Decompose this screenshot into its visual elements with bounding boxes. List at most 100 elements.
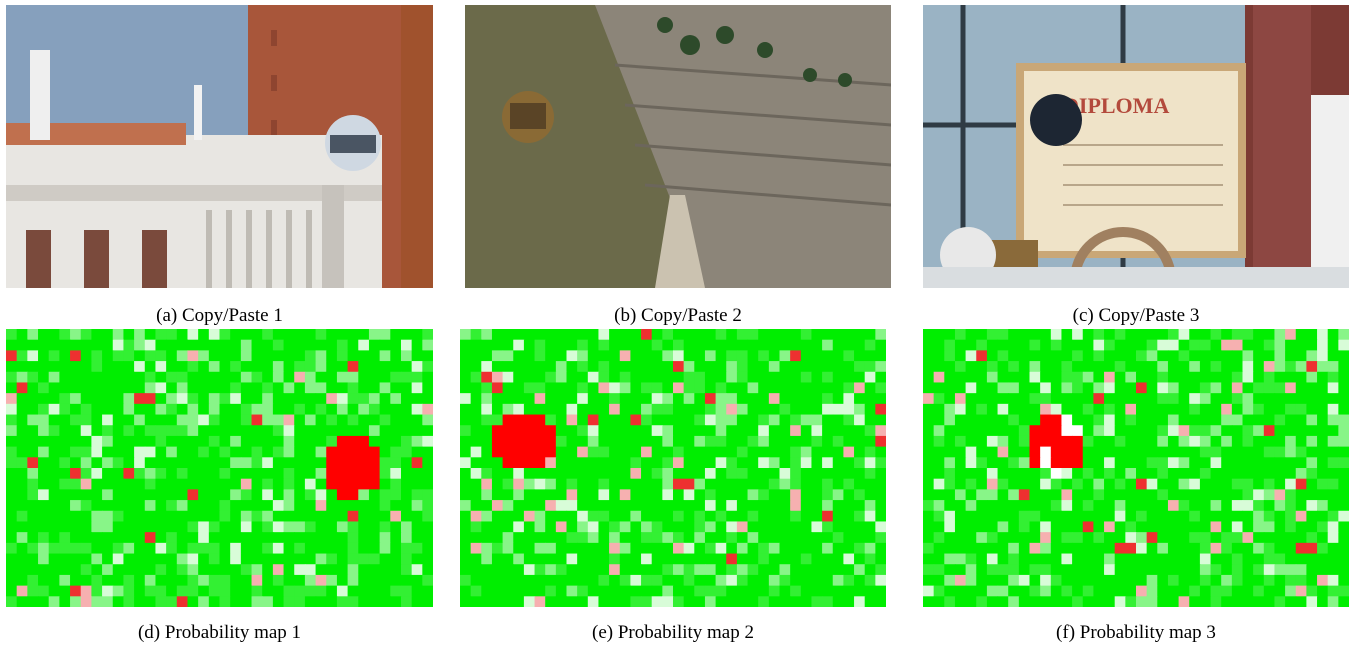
map-cell <box>358 532 370 544</box>
map-cell <box>166 393 178 405</box>
map-cell <box>48 339 60 351</box>
map-cell <box>262 521 274 533</box>
map-cell <box>1253 457 1265 469</box>
map-cell <box>1285 596 1297 607</box>
map-cell <box>1306 585 1318 597</box>
map-cell <box>1061 521 1073 533</box>
map-cell <box>1231 585 1244 597</box>
map-cell <box>91 510 103 523</box>
map-cell <box>27 329 39 341</box>
map-cell <box>768 403 781 416</box>
map-cell <box>1189 361 1201 373</box>
map-cell <box>954 596 967 607</box>
map-cell <box>651 329 663 341</box>
map-cell <box>347 425 359 437</box>
map-cell <box>555 435 568 448</box>
map-cell <box>566 510 578 523</box>
map-cell <box>112 489 125 501</box>
map-cell <box>155 446 167 458</box>
map-cell <box>1050 446 1063 458</box>
map-cell <box>230 393 242 405</box>
map-cell <box>326 371 338 384</box>
map-cell <box>144 574 157 587</box>
map-cell <box>102 329 114 341</box>
map-cell <box>1178 553 1190 565</box>
map-cell <box>986 521 999 533</box>
map-cell <box>694 339 706 351</box>
map-cell <box>1061 435 1073 448</box>
map-cell <box>272 585 285 597</box>
map-cell <box>1274 596 1286 607</box>
map-cell <box>80 425 93 437</box>
map-cell <box>198 585 210 597</box>
map-cell <box>481 350 493 362</box>
map-cell <box>619 532 631 544</box>
map-cell <box>790 371 802 384</box>
map-cell <box>470 553 482 565</box>
map-cell <box>1285 468 1297 480</box>
map-cell <box>726 457 738 469</box>
map-cell <box>219 446 231 458</box>
map-cell <box>923 596 935 607</box>
map-cell <box>1125 425 1137 437</box>
map-cell <box>1104 478 1116 490</box>
map-cell <box>577 532 589 544</box>
map-cell <box>1008 532 1020 544</box>
map-cell <box>822 510 834 523</box>
map-cell <box>1136 435 1148 448</box>
map-cell <box>326 564 338 576</box>
map-cell <box>779 435 791 448</box>
map-cell <box>843 553 855 565</box>
map-cell <box>390 435 402 448</box>
map-cell <box>176 489 189 501</box>
map-cell <box>134 574 146 587</box>
map-cell <box>48 403 60 416</box>
map-cell <box>800 468 813 480</box>
map-cell <box>6 414 18 426</box>
map-cell <box>102 532 114 544</box>
map-cell <box>134 329 146 341</box>
map-cell <box>619 596 631 607</box>
map-cell <box>80 361 93 373</box>
map-cell <box>294 446 306 458</box>
map-cell <box>662 574 674 587</box>
map-cell <box>1295 425 1307 437</box>
map-cell <box>1082 532 1094 544</box>
map-cell <box>545 542 557 555</box>
map-cell <box>1338 596 1349 607</box>
map-cell <box>944 382 956 394</box>
map-cell <box>923 446 935 458</box>
map-cell <box>1274 350 1286 362</box>
map-cell <box>726 564 738 576</box>
map-cell <box>144 425 157 437</box>
map-cell <box>1072 510 1084 523</box>
map-cell <box>673 510 685 523</box>
map-cell <box>758 553 770 565</box>
map-cell <box>230 435 242 448</box>
map-cell <box>1338 478 1349 490</box>
map-cell <box>997 361 1009 373</box>
map-cell <box>208 521 221 533</box>
map-cell <box>933 446 945 458</box>
map-cell <box>566 393 578 405</box>
map-cell <box>144 361 157 373</box>
map-cell <box>1104 382 1116 394</box>
map-cell <box>555 478 568 490</box>
map-cell <box>123 425 135 437</box>
map-cell <box>822 382 834 394</box>
map-cell <box>1306 468 1318 480</box>
map-cell <box>822 596 834 607</box>
map-cell <box>326 574 338 587</box>
map-cell <box>251 574 263 587</box>
map-cell <box>123 585 135 597</box>
map-cell <box>1253 532 1265 544</box>
map-cell <box>304 339 317 351</box>
map-cell <box>704 403 717 416</box>
map-cell <box>112 457 125 469</box>
map-cell <box>411 446 423 458</box>
map-cell <box>854 393 866 405</box>
map-cell <box>1306 478 1318 490</box>
map-cell <box>251 371 263 384</box>
map-cell <box>1082 468 1094 480</box>
map-cell <box>965 478 977 490</box>
